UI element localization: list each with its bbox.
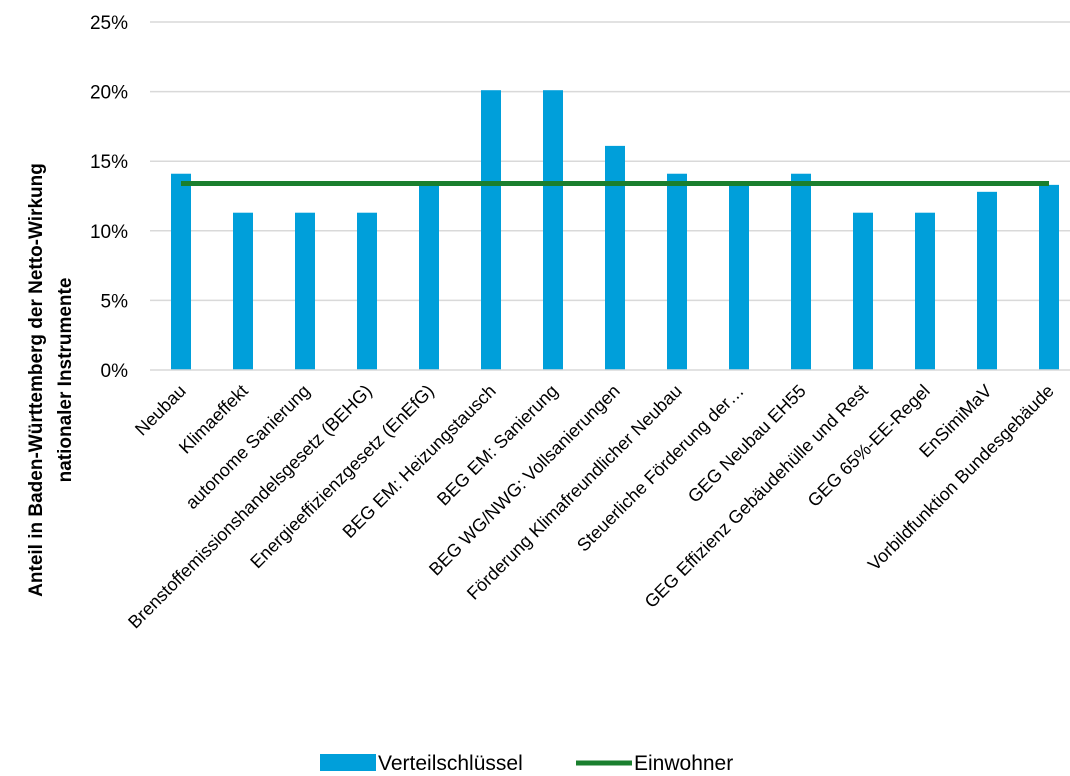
bar [729,184,749,370]
y-tick-label: 25% [90,13,128,34]
legend-label-verteilschluessel: Verteilschlüssel [378,752,523,775]
y-tick-label: 20% [90,83,128,104]
y-axis-label-line-1: Anteil in Baden-Württemberg der Netto-Wi… [26,163,47,597]
bar-series [171,90,1059,370]
bar [667,173,687,370]
y-tick-label: 5% [101,291,129,312]
bar [605,145,625,370]
bar [853,212,873,370]
legend-swatch-verteilschluessel [320,754,376,771]
bar [295,212,315,370]
x-category-label: BEG EM: Sanierung [433,381,562,510]
legend: Verteilschlüssel Einwohner [320,752,733,775]
bar [419,184,439,370]
y-tick-label: 0% [101,361,129,382]
bar [543,90,563,370]
x-category-label: Neubau [131,381,190,440]
bar [977,191,997,370]
bar [357,212,377,370]
y-axis-label-line-2: nationaler Instrumente [55,278,76,483]
x-category-label: GEG Effizienz Gebäudehülle und Rest [641,381,872,612]
bar [1039,184,1059,370]
y-axis-ticks: 0% 5% 10% 15% 20% 25% [90,13,128,382]
legend-label-einwohner: Einwohner [634,752,733,775]
bar [233,212,253,370]
bar [171,173,191,370]
bar [481,90,501,370]
y-tick-label: 15% [90,152,128,173]
bar [915,212,935,370]
x-category-label: Förderung Klimafreundlicher Neubau [463,381,686,604]
x-category-label: GEG 65%-EE-Regel [804,381,934,511]
y-axis-label: Anteil in Baden-Württemberg der Netto-Wi… [26,163,76,597]
bar [791,173,811,370]
x-category-label: GEG Neubau EH55 [684,381,810,507]
y-tick-label: 10% [90,222,128,243]
x-category-label: autonome Sanierung [182,381,314,513]
